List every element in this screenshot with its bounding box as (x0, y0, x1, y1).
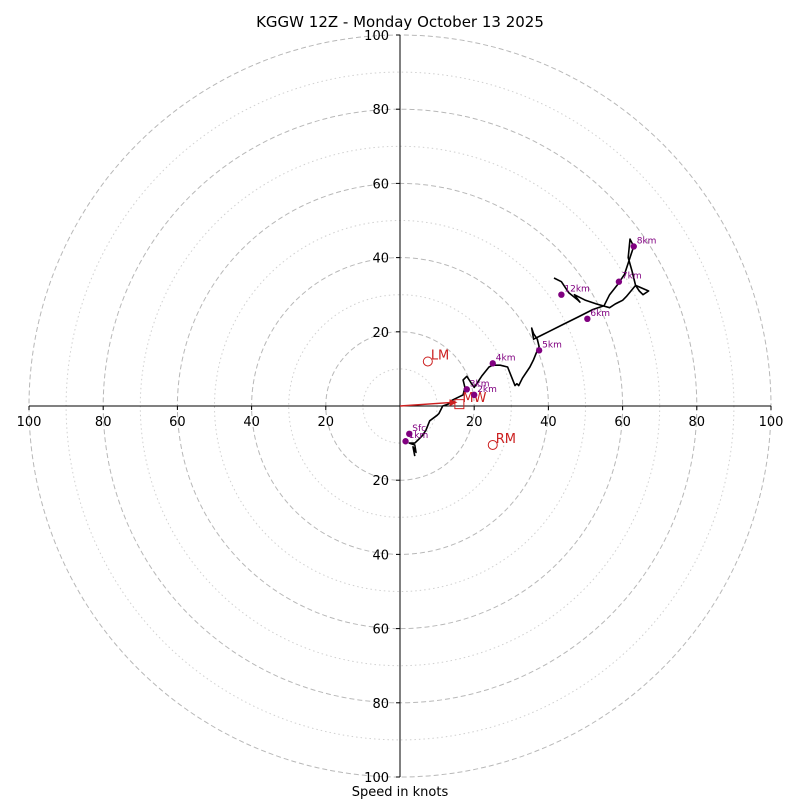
height-label-7km: 7km (622, 272, 642, 282)
storm-motion-lm-label: LM (431, 348, 449, 363)
height-label-12km: 12km (564, 285, 589, 295)
x-axis-label: Speed in knots (352, 785, 449, 800)
y-tick-label: 40 (372, 548, 389, 563)
x-tick-label: 80 (689, 415, 706, 430)
x-tick-label: 80 (95, 415, 112, 430)
y-tick-label: 60 (372, 177, 389, 192)
y-tick-label: 20 (372, 326, 389, 341)
height-label-6km: 6km (590, 309, 610, 319)
x-tick-label: 20 (466, 415, 483, 430)
height-label-4km: 4km (496, 353, 516, 363)
y-tick-label: 80 (372, 103, 389, 118)
y-tick-label: 100 (364, 29, 389, 44)
chart-title: KGGW 12Z - Monday October 13 2025 (256, 13, 544, 31)
x-tick-label: 100 (17, 415, 42, 430)
y-tick-label: 100 (364, 771, 389, 786)
height-label-3km: 3km (470, 379, 490, 389)
y-tick-label: 40 (372, 252, 389, 267)
y-tick-label: 80 (372, 697, 389, 712)
x-tick-label: 40 (243, 415, 260, 430)
x-tick-label: 100 (759, 415, 784, 430)
height-label-8km: 8km (637, 236, 657, 246)
height-label-1km: 1km (409, 431, 429, 441)
height-label-5km: 5km (542, 340, 562, 350)
y-tick-label: 20 (372, 474, 389, 489)
x-tick-label: 20 (318, 415, 335, 430)
x-tick-label: 40 (540, 415, 557, 430)
y-tick-label: 60 (372, 623, 389, 638)
x-tick-label: 60 (169, 415, 186, 430)
hodograph-chart: KGGW 12Z - Monday October 13 2025 100 80 6… (0, 0, 800, 800)
x-tick-label: 60 (614, 415, 631, 430)
storm-motion-rm-label: RM (496, 432, 516, 447)
